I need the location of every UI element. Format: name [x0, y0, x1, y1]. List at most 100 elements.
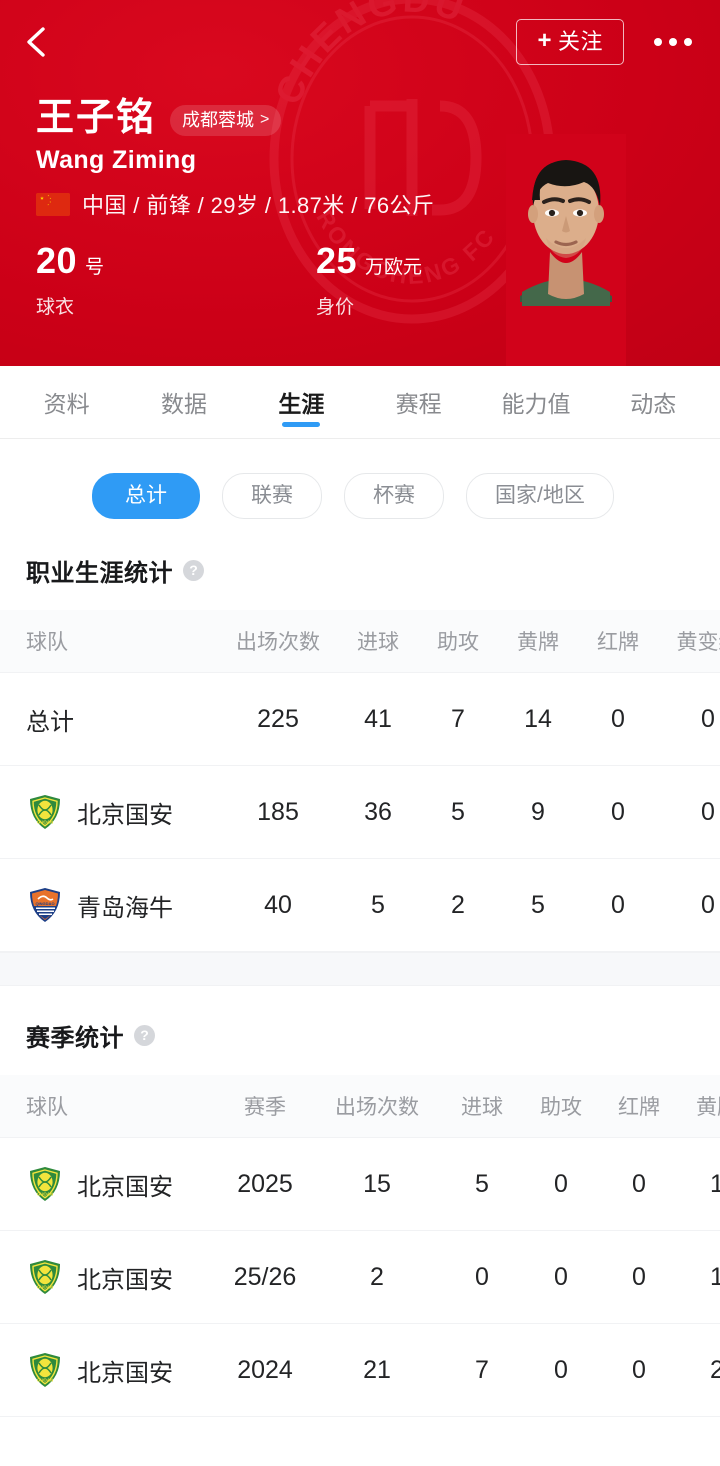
- beijing-guoan-badge-icon: GUOAN: [26, 1258, 64, 1296]
- cell-apps: 2: [370, 1262, 384, 1291]
- question-mark-icon[interactable]: ?: [134, 1025, 155, 1046]
- table-row[interactable]: GUOAN 北京国安 2025 15 5 0 0 1: [0, 1138, 720, 1231]
- cell-second-yellow: 0: [701, 797, 715, 826]
- cell-apps: 15: [363, 1169, 391, 1198]
- table-row[interactable]: GUOAN 北京国安 2024 21 7 0 0 2: [0, 1324, 720, 1417]
- cell-assists: 7: [451, 704, 465, 733]
- player-name-row: 王子铭 成都蓉城 >: [36, 97, 282, 140]
- cell-season: 2025: [237, 1169, 293, 1198]
- column-header-assists: 助攻: [437, 631, 479, 654]
- market-value-block: 25 万欧元 身价: [316, 243, 422, 319]
- cell-team: GUOAN 北京国安: [0, 1165, 218, 1203]
- market-value-amount: 25: [316, 240, 358, 281]
- jersey-number-value: 20: [36, 240, 78, 281]
- team-name: 青岛海牛: [77, 894, 173, 922]
- career-stats-table: 球队 出场次数 进球 助攻 黄牌 红牌 黄变红 总计 225 41 7 14 0…: [0, 610, 720, 952]
- more-horizontal-icon: [669, 38, 677, 46]
- filter-pill-country[interactable]: 国家/地区: [466, 473, 614, 519]
- back-button[interactable]: [22, 20, 62, 64]
- filter-pill-cup[interactable]: 杯赛: [344, 473, 444, 519]
- column-header-yellow-cards: 黄牌: [517, 631, 559, 654]
- column-header-apps: 出场次数: [335, 1096, 419, 1119]
- market-value-label: 身价: [316, 297, 355, 318]
- team-name: 北京国安: [77, 801, 173, 829]
- tab-saicheng[interactable]: 赛程: [360, 366, 477, 439]
- cell-red-cards: 0: [611, 797, 625, 826]
- table-header-row: 球队 出场次数 进球 助攻 黄牌 红牌 黄变红: [0, 610, 720, 673]
- cell-red-cards: 0: [611, 890, 625, 919]
- main-tab-bar: 资料 数据 生涯 赛程 能力值 动态: [0, 366, 720, 439]
- cell-season: 25/26: [233, 1262, 297, 1291]
- cell-assists: 5: [451, 797, 465, 826]
- player-name-en: Wang Ziming: [36, 146, 197, 174]
- tab-label: 赛程: [395, 391, 442, 417]
- tab-ziliao[interactable]: 资料: [8, 366, 125, 439]
- cell-yellow-cards: 2: [710, 1355, 720, 1384]
- season-stats-title-row: 赛季统计 ?: [0, 1012, 720, 1075]
- cell-red-cards: 0: [611, 704, 625, 733]
- more-options-button[interactable]: [650, 20, 696, 64]
- svg-text:GUOAN: GUOAN: [37, 820, 53, 825]
- table-row[interactable]: QINGDAO 青岛海牛 40 5 2 5 0 0: [0, 859, 720, 952]
- cell-season: 2024: [237, 1355, 293, 1384]
- tab-dongtai[interactable]: 动态: [595, 366, 712, 439]
- section-divider: [0, 952, 720, 986]
- team-name: 北京国安: [77, 1266, 173, 1294]
- hero-content: 王子铭 成都蓉城 > Wang Ziming: [0, 0, 720, 366]
- tab-label: 资料: [43, 391, 90, 417]
- cell-apps: 21: [363, 1355, 391, 1384]
- tab-label: 动态: [630, 391, 677, 417]
- cell-apps: 185: [257, 797, 299, 826]
- table-row[interactable]: GUOAN 北京国安 185 36 5 9 0 0: [0, 766, 720, 859]
- tab-label: 数据: [160, 391, 207, 417]
- beijing-guoan-badge-icon: GUOAN: [26, 793, 64, 831]
- tab-label: 生涯: [278, 391, 325, 417]
- cell-goals: 5: [475, 1169, 489, 1198]
- active-tab-indicator: [282, 421, 321, 427]
- career-stats-title: 职业生涯统计: [26, 560, 173, 587]
- cell-assists: 0: [554, 1169, 568, 1198]
- cell-team: GUOAN 北京国安: [0, 793, 218, 831]
- cell-assists: 2: [451, 890, 465, 919]
- column-header-assists: 助攻: [540, 1096, 582, 1119]
- cell-red-cards: 0: [632, 1355, 646, 1384]
- section-spacer: [0, 986, 720, 1012]
- follow-button[interactable]: + 关注: [516, 19, 624, 65]
- qingdao-hainiu-badge-icon: QINGDAO: [26, 886, 64, 924]
- beijing-guoan-badge-icon: GUOAN: [26, 1351, 64, 1389]
- column-header-yellow-cards: 黄牌: [696, 1096, 720, 1119]
- cell-apps: 225: [257, 704, 299, 733]
- plus-icon: +: [537, 27, 552, 54]
- table-header-row: 球队 赛季 出场次数 进球 助攻 红牌 黄牌: [0, 1075, 720, 1138]
- cell-assists: 0: [554, 1262, 568, 1291]
- team-name: 北京国安: [77, 1173, 173, 1201]
- cell-red-cards: 0: [632, 1262, 646, 1291]
- cell-goals: 5: [371, 890, 385, 919]
- cell-yellow-cards: 1: [710, 1262, 720, 1291]
- player-portrait-photo: [506, 134, 626, 366]
- cell-team: 总计: [0, 702, 218, 737]
- cell-yellow-cards: 5: [531, 890, 545, 919]
- more-horizontal-icon: [684, 38, 692, 46]
- tab-shengya[interactable]: 生涯: [243, 366, 360, 439]
- career-filter-pills: 总计 联赛 杯赛 国家/地区: [0, 439, 720, 547]
- table-row[interactable]: GUOAN 北京国安 25/26 2 0 0 0 1: [0, 1231, 720, 1324]
- cell-goals: 0: [475, 1262, 489, 1291]
- market-value-unit: 万欧元: [365, 257, 423, 278]
- jersey-number-unit: 号: [85, 257, 105, 278]
- question-mark-icon[interactable]: ?: [183, 560, 204, 581]
- tab-nenglizhi[interactable]: 能力值: [477, 366, 594, 439]
- hero-top-bar: + 关注: [0, 0, 720, 84]
- table-row[interactable]: 总计 225 41 7 14 0 0: [0, 673, 720, 766]
- tab-shuju[interactable]: 数据: [125, 366, 242, 439]
- cell-yellow-cards: 9: [531, 797, 545, 826]
- column-header-goals: 进球: [357, 631, 399, 654]
- china-flag-icon: [36, 192, 70, 216]
- season-stats-title: 赛季统计: [26, 1025, 124, 1052]
- filter-pill-league[interactable]: 联赛: [222, 473, 322, 519]
- player-name-cn: 王子铭: [36, 97, 157, 139]
- svg-text:GUOAN: GUOAN: [37, 1378, 53, 1383]
- cell-team: GUOAN 北京国安: [0, 1258, 218, 1296]
- current-club-chip[interactable]: 成都蓉城 >: [170, 105, 282, 137]
- filter-pill-total[interactable]: 总计: [92, 473, 200, 519]
